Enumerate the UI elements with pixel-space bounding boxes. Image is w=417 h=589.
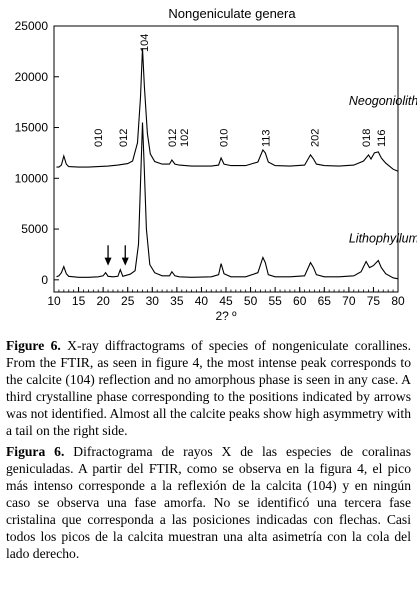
x-tick-label: 35 bbox=[170, 294, 184, 308]
x-tick-label: 30 bbox=[146, 294, 160, 308]
peak-label: 018 bbox=[361, 129, 373, 147]
series-label-neogoniolithon: Neogoniolithon bbox=[349, 94, 417, 108]
x-tick-label: 50 bbox=[244, 294, 258, 308]
series-label-lithophyllum: Lithophyllum bbox=[349, 231, 417, 245]
peak-label: 010 bbox=[219, 129, 231, 147]
chart-title: Nongeniculate genera bbox=[168, 6, 296, 21]
peak-label: 202 bbox=[309, 129, 321, 147]
x-axis-label: 2? º bbox=[215, 309, 237, 323]
x-tick-label: 65 bbox=[318, 294, 332, 308]
y-tick-label: 25000 bbox=[15, 19, 49, 33]
xrd-figure: Nongeniculate genera 10 15 20 25 30 35 40 45 50 55… bbox=[15, 6, 417, 323]
peak-label: 102 bbox=[179, 129, 191, 147]
peak-label: 113 bbox=[260, 129, 272, 147]
x-tick-label: 25 bbox=[121, 294, 135, 308]
x-tick-label: 45 bbox=[219, 294, 233, 308]
y-tick-label: 15000 bbox=[15, 121, 49, 135]
arrow-head bbox=[121, 257, 129, 266]
x-tick-label: 10 bbox=[47, 294, 61, 308]
peak-label: 012 bbox=[167, 129, 179, 147]
caption-english-label: Figure 6. bbox=[6, 338, 61, 353]
y-tick-label: 10000 bbox=[15, 171, 49, 185]
caption-spanish-label: Figura 6. bbox=[6, 444, 65, 459]
y-tick-label: 0 bbox=[41, 273, 48, 287]
x-tick-label: 55 bbox=[268, 294, 282, 308]
x-tick-label: 20 bbox=[96, 294, 110, 308]
caption-spanish: Figura 6. Difractograma de rayos X de la… bbox=[6, 443, 411, 562]
peak-label: 104 bbox=[139, 34, 151, 52]
y-tick-label: 20000 bbox=[15, 70, 49, 84]
caption-spanish-text: Difractograma de rayos X de las especies… bbox=[6, 444, 411, 561]
x-tick-label: 75 bbox=[367, 294, 381, 308]
plot-frame bbox=[53, 25, 399, 293]
arrow-head bbox=[104, 257, 112, 266]
x-tick-label: 80 bbox=[391, 294, 405, 308]
xrd-chart: Nongeniculate genera 10 15 20 25 30 35 40 45 50 55… bbox=[15, 6, 417, 323]
caption-english: Figure 6. X-ray diffractograms of specie… bbox=[6, 337, 411, 439]
caption-english-text: X-ray diffractograms of species of nonge… bbox=[6, 338, 411, 438]
figure-captions: Figure 6. X-ray diffractograms of specie… bbox=[6, 337, 411, 566]
series-line-lithophyllum bbox=[56, 122, 399, 280]
y-tick-label: 5000 bbox=[21, 222, 48, 236]
peak-label: 010 bbox=[93, 129, 105, 147]
x-tick-label: 70 bbox=[342, 294, 356, 308]
peak-label: 012 bbox=[118, 129, 130, 147]
x-tick-label: 15 bbox=[72, 294, 86, 308]
series-line-neogoniolithon bbox=[56, 48, 399, 172]
x-tick-label: 60 bbox=[293, 294, 307, 308]
peak-label: 116 bbox=[376, 129, 388, 147]
x-tick-label: 40 bbox=[195, 294, 209, 308]
